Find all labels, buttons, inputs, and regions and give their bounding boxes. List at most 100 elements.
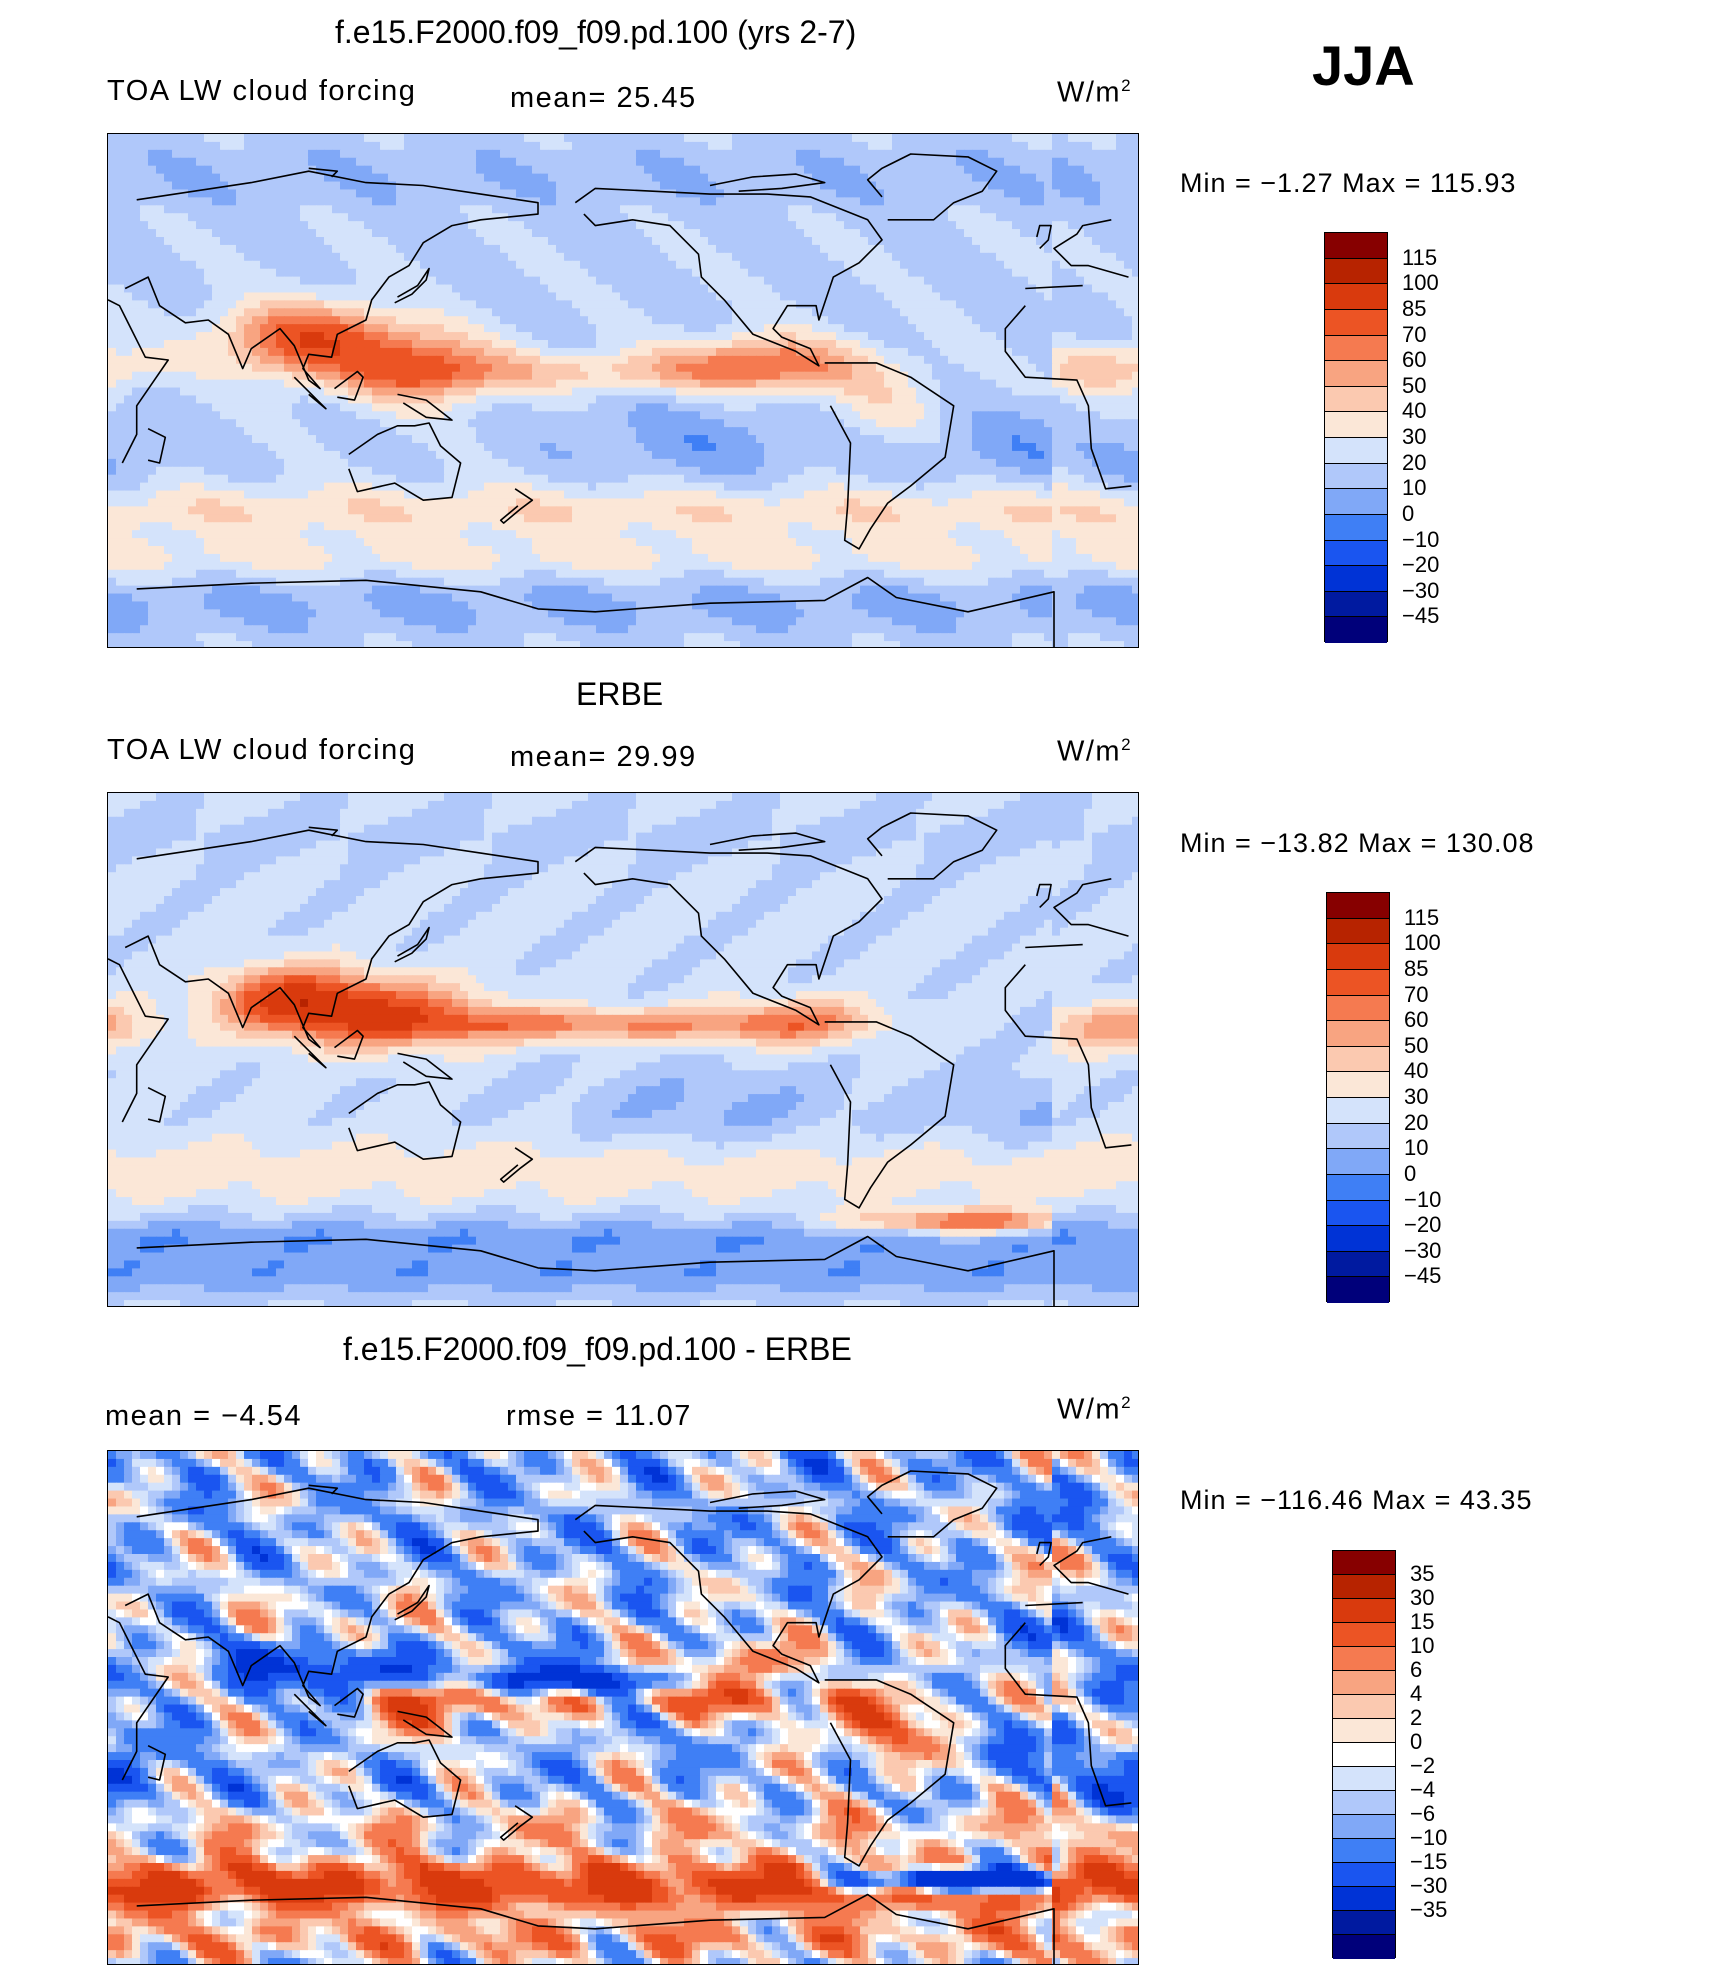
colorbar-swatch (1325, 438, 1387, 464)
colorbar-tick-label: −10 (1404, 1189, 1441, 1211)
colorbar-tick-label: 100 (1402, 272, 1439, 294)
colorbar-tick-label: 4 (1410, 1683, 1422, 1705)
colorbar-swatch (1327, 1201, 1389, 1227)
panel2-map (107, 792, 1139, 1307)
colorbar-swatch (1327, 1047, 1389, 1073)
colorbar-swatch (1325, 336, 1387, 362)
colorbar-tick-label: −45 (1404, 1265, 1441, 1287)
colorbar-swatch (1333, 1719, 1395, 1743)
colorbar-swatch (1333, 1623, 1395, 1647)
map-canvas (108, 134, 1139, 648)
field-contours (108, 793, 1139, 1307)
colorbar-tick-label: −10 (1410, 1827, 1447, 1849)
colorbar-swatch (1333, 1743, 1395, 1767)
colorbar-tick-label: 10 (1410, 1635, 1434, 1657)
colorbar-tick-label: 30 (1404, 1086, 1428, 1108)
colorbar-swatch (1325, 541, 1387, 567)
colorbar-tick-label: 40 (1404, 1060, 1428, 1082)
colorbar-swatch (1333, 1671, 1395, 1695)
colorbar-swatch (1325, 412, 1387, 438)
panel2-mean: mean= 29.99 (510, 743, 697, 772)
panel3-mean: mean = −4.54 (105, 1402, 302, 1431)
panel3-title: f.e15.F2000.f09_f09.pd.100 - ERBE (343, 1333, 852, 1365)
colorbar-tick-label: −15 (1410, 1851, 1447, 1873)
colorbar-tick-label: 35 (1410, 1563, 1434, 1585)
colorbar-swatch (1327, 1072, 1389, 1098)
colorbar-swatch (1325, 489, 1387, 515)
colorbar-swatch (1325, 617, 1387, 643)
colorbar-swatch (1333, 1767, 1395, 1791)
colorbar-swatch (1327, 1149, 1389, 1175)
colorbar-swatch (1325, 592, 1387, 618)
colorbar-tick-label: 20 (1402, 452, 1426, 474)
season-label: JJA (1312, 38, 1415, 94)
colorbar-swatch (1333, 1887, 1395, 1911)
colorbar-tick-label: −6 (1410, 1803, 1435, 1825)
colorbar-tick-label: −20 (1404, 1214, 1441, 1236)
colorbar-tick-label: −35 (1410, 1899, 1447, 1921)
panel3-rmse: rmse = 11.07 (506, 1402, 692, 1431)
panel1-field-label: TOA LW cloud forcing (107, 77, 416, 106)
colorbar-swatch (1325, 515, 1387, 541)
colorbar-tick-label: 50 (1402, 375, 1426, 397)
colorbar-swatch (1327, 893, 1389, 919)
colorbar-tick-label: 6 (1410, 1659, 1422, 1681)
colorbar-tick-label: 70 (1402, 324, 1426, 346)
colorbar-tick-label: −45 (1402, 605, 1439, 627)
colorbar-swatch (1333, 1935, 1395, 1959)
colorbar-tick-label: 50 (1404, 1035, 1428, 1057)
colorbar-swatch (1325, 310, 1387, 336)
colorbar-tick-label: 60 (1402, 349, 1426, 371)
colorbar-swatch (1327, 1226, 1389, 1252)
colorbar-tick-label: −2 (1410, 1755, 1435, 1777)
colorbar-swatch (1325, 284, 1387, 310)
panel1-units: W/m2 (1057, 77, 1132, 108)
colorbar-tick-label: 30 (1410, 1587, 1434, 1609)
colorbar-swatch (1333, 1839, 1395, 1863)
colorbar-swatch (1325, 566, 1387, 592)
colorbar-tick-label: 0 (1402, 503, 1414, 525)
map-canvas (108, 793, 1139, 1307)
colorbar-swatch (1333, 1863, 1395, 1887)
colorbar-tick-label: 0 (1404, 1163, 1416, 1185)
colorbar-tick-label: −30 (1402, 580, 1439, 602)
colorbar-tick-label: 85 (1404, 958, 1428, 980)
panel2-units: W/m2 (1057, 736, 1132, 767)
colorbar-swatch (1327, 1021, 1389, 1047)
colorbar-swatch (1325, 361, 1387, 387)
colorbar-tick-label: 30 (1402, 426, 1426, 448)
colorbar-swatch (1325, 464, 1387, 490)
colorbar-swatch (1333, 1791, 1395, 1815)
panel3-units: W/m2 (1057, 1394, 1132, 1425)
colorbar-tick-label: 10 (1402, 477, 1426, 499)
colorbar-tick-label: 85 (1402, 298, 1426, 320)
colorbar-tick-label: 10 (1404, 1137, 1428, 1159)
colorbar-tick-label: −30 (1404, 1240, 1441, 1262)
panel1-map (107, 133, 1139, 648)
colorbar-swatch (1327, 1098, 1389, 1124)
colorbar-swatch (1333, 1647, 1395, 1671)
colorbar-tick-label: 40 (1402, 400, 1426, 422)
field-contours (108, 134, 1139, 648)
panel1-minmax: Min = −1.27 Max = 115.93 (1180, 170, 1516, 197)
colorbar-swatch (1325, 233, 1387, 259)
panel1-mean: mean= 25.45 (510, 84, 697, 113)
panel2-minmax: Min = −13.82 Max = 130.08 (1180, 830, 1534, 857)
colorbar-tick-label: 70 (1404, 984, 1428, 1006)
colorbar-tick-label: −30 (1410, 1875, 1447, 1897)
colorbar-swatch (1333, 1911, 1395, 1935)
colorbar-tick-label: −20 (1402, 554, 1439, 576)
panel2-field-label: TOA LW cloud forcing (107, 736, 416, 765)
colorbar-swatch (1327, 944, 1389, 970)
colorbar-swatch (1333, 1599, 1395, 1623)
colorbar-tick-label: 60 (1404, 1009, 1428, 1031)
panel1-title: f.e15.F2000.f09_f09.pd.100 (yrs 2-7) (335, 16, 856, 48)
colorbar-swatch (1327, 1252, 1389, 1278)
panel3-map (107, 1450, 1139, 1965)
panel2-title: ERBE (576, 678, 663, 710)
panel3-colorbar (1332, 1550, 1396, 1958)
colorbar-tick-label: 115 (1402, 247, 1437, 269)
panel3-minmax: Min = −116.46 Max = 43.35 (1180, 1487, 1532, 1514)
map-canvas (108, 1451, 1139, 1965)
colorbar-swatch (1327, 1175, 1389, 1201)
